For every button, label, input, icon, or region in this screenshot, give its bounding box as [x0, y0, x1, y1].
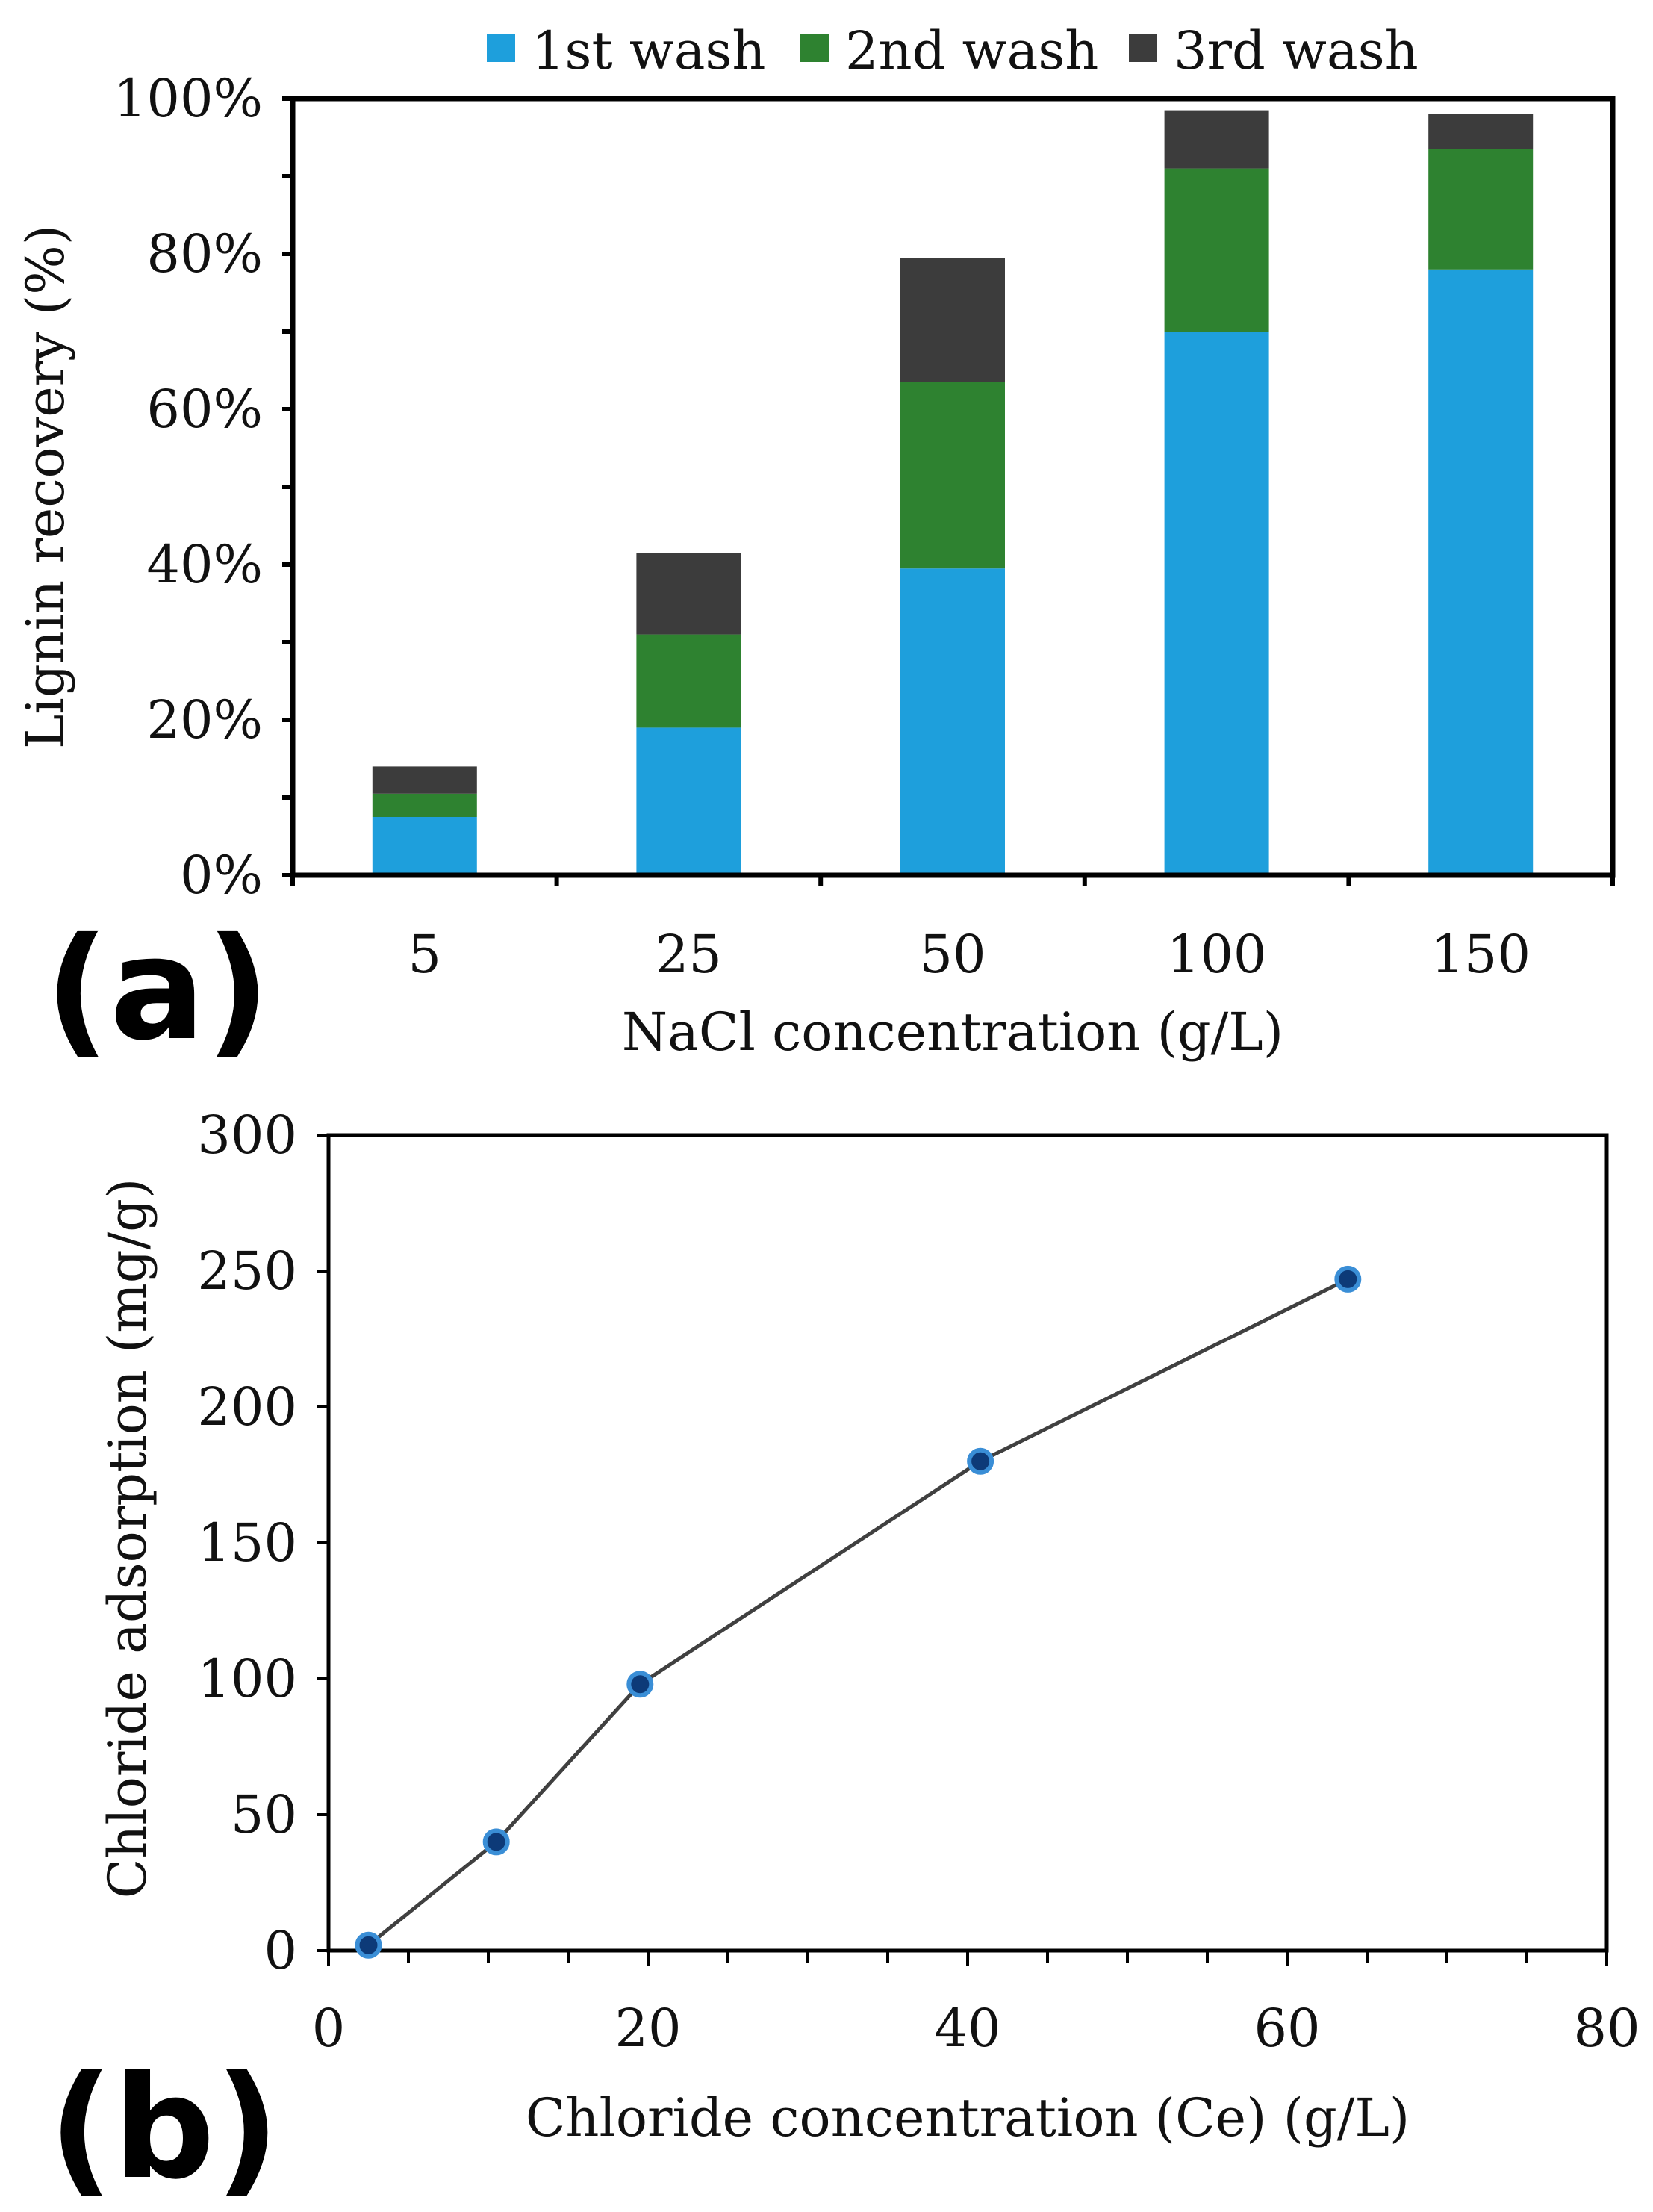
y-tick-label-a: 80%	[146, 223, 263, 285]
y-tick-label-a: 60%	[146, 379, 263, 440]
panel-b: 0 50 100 150 200 250 300 0 20 40 60 80 Chloride ad…	[49, 1105, 1640, 2211]
legend-label-3rd-wash: 3rd wash	[1174, 20, 1419, 81]
x-tick-label-a: 150	[1431, 924, 1531, 985]
x-axis-title-b: Chloride concentration (Ce) (g/L)	[526, 2087, 1410, 2149]
x-tick-label-a: 25	[656, 924, 722, 985]
bar-2nd-wash-150	[1428, 149, 1534, 270]
y-tick-label-a: 20%	[146, 689, 263, 751]
bars-a	[372, 110, 1534, 875]
x-tick-label-b: 80	[1573, 1998, 1640, 2059]
data-point-b	[626, 1671, 654, 1698]
legend-label-1st-wash: 1st wash	[532, 20, 766, 81]
y-tick-label-a: 0%	[180, 845, 263, 906]
x-axis-a: 5 25 50 100 150	[290, 875, 1615, 985]
y-tick-label-b: 250	[197, 1240, 297, 1302]
panel-label-b: (b)	[49, 2045, 280, 2211]
bar-3rd-wash-150	[1428, 114, 1534, 149]
bar-2nd-wash-5	[372, 793, 477, 817]
x-axis-title-a: NaCl concentration (g/L)	[622, 1001, 1283, 1063]
legend-swatch-2nd-wash	[800, 34, 829, 62]
x-tick-label-a: 5	[408, 924, 442, 985]
bar-1st-wash-25	[636, 727, 741, 875]
y-axis-title-a: Lignin recovery (%)	[15, 225, 76, 749]
y-tick-label-b: 50	[231, 1784, 297, 1845]
y-tick-label-b: 0	[264, 1920, 297, 1981]
y-tick-label-b: 200	[197, 1376, 297, 1438]
data-point-b	[355, 1931, 382, 1959]
x-tick-label-a: 50	[919, 924, 986, 985]
x-tick-label-b: 0	[312, 1998, 346, 2059]
panel-a: 1st wash 2nd wash 3rd wash 0% 20% 40% 60% 80…	[15, 20, 1616, 1072]
y-axis-a: 0% 20% 40% 60% 80% 100%	[113, 68, 293, 906]
data-point-b	[1334, 1265, 1362, 1293]
legend-swatch-1st-wash	[487, 34, 515, 62]
y-axis-b: 0 50 100 150 200 250 300	[197, 1105, 329, 1981]
legend-label-2nd-wash: 2nd wash	[845, 20, 1098, 81]
legend-a: 1st wash 2nd wash 3rd wash	[487, 20, 1419, 81]
bar-2nd-wash-25	[636, 634, 741, 728]
x-axis-b: 0 20 40 60 80	[312, 1951, 1640, 2059]
bar-1st-wash-150	[1428, 269, 1534, 875]
bar-3rd-wash-50	[900, 258, 1005, 382]
bar-3rd-wash-5	[372, 766, 477, 794]
y-tick-label-b: 150	[197, 1512, 297, 1573]
series-line-b	[367, 1277, 1349, 1947]
bar-3rd-wash-25	[636, 553, 741, 635]
bar-1st-wash-100	[1164, 332, 1269, 875]
panel-label-a: (a)	[45, 907, 270, 1072]
x-tick-label-b: 20	[614, 1998, 681, 2059]
y-tick-label-a: 100%	[113, 68, 263, 129]
x-tick-label-a: 100	[1167, 924, 1267, 985]
plot-frame-b	[326, 1133, 1609, 1953]
bar-1st-wash-5	[372, 817, 477, 875]
bar-1st-wash-50	[900, 568, 1005, 875]
y-tick-label-b: 300	[197, 1105, 297, 1166]
data-point-b	[967, 1447, 994, 1475]
data-point-b	[482, 1828, 510, 1856]
y-tick-label-b: 100	[197, 1648, 297, 1709]
y-tick-label-a: 40%	[146, 534, 263, 595]
x-tick-label-b: 40	[934, 1998, 1000, 2059]
legend-swatch-3rd-wash	[1129, 34, 1157, 62]
bar-3rd-wash-100	[1164, 110, 1269, 169]
bar-2nd-wash-100	[1164, 168, 1269, 332]
y-axis-title-b: Chloride adsorption (mg/g)	[97, 1178, 158, 1899]
x-tick-label-b: 60	[1254, 1998, 1320, 2059]
bar-2nd-wash-50	[900, 382, 1005, 569]
data-points-b	[355, 1265, 1362, 1959]
